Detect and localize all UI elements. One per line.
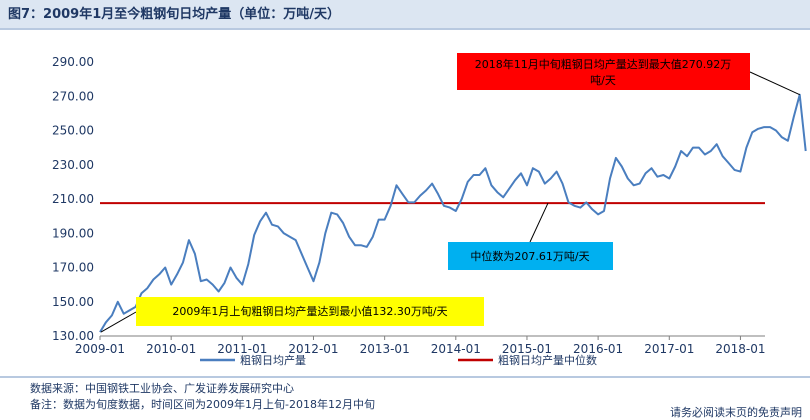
y-tick-label: 270.00 (52, 89, 94, 103)
x-tick-label: 2018-01 (715, 342, 765, 356)
max-annotation-box (457, 53, 750, 90)
y-axis: 130.00 150.00 170.00 190.00 210.00 230.00 250.… (52, 55, 94, 343)
max-annotation-text-line1: 2018年11月中旬粗钢日均产量达到最大值270.92万 (475, 57, 731, 71)
median-annotation-box (448, 242, 613, 270)
y-tick-label: 190.00 (52, 226, 94, 240)
y-tick-label: 290.00 (52, 55, 94, 69)
y-tick-label: 230.00 (52, 158, 94, 172)
y-tick-label: 170.00 (52, 261, 94, 275)
x-tick-label: 2012-01 (288, 342, 338, 356)
x-tick-label: 2016-01 (573, 342, 623, 356)
x-axis: 2009-01 2010-01 2011-01 2012-01 2013-01 2014-… (75, 336, 766, 356)
line-chart: 130.00 150.00 170.00 190.00 210.00 230.00 250.… (52, 53, 807, 367)
min-leader-line (100, 311, 137, 333)
chart-title: 图7：2009年1月至今粗钢旬日均产量（单位：万吨/天） (0, 0, 810, 30)
footer-notes: 数据来源：中国钢铁工业协会、广发证券发展研究中心 备注：数据为旬度数据，时间区间… (0, 376, 810, 419)
series-line-crude-steel-daily-output (99, 93, 807, 333)
x-tick-label: 2009-01 (75, 342, 125, 356)
y-tick-label: 130.00 (52, 329, 94, 343)
x-tick-label: 2010-01 (146, 342, 196, 356)
max-leader-line (749, 71, 800, 96)
max-annotation-text-line2: 吨/天 (590, 74, 616, 87)
x-tick-label: 2011-01 (217, 342, 267, 356)
x-tick-label: 2015-01 (502, 342, 552, 356)
y-tick-label: 150.00 (52, 295, 94, 309)
x-tick-label: 2017-01 (644, 342, 694, 356)
disclaimer-note: 请务必阅读末页的免责声明 (670, 406, 802, 419)
median-annotation-text: 中位数为207.61万吨/天 (470, 249, 589, 263)
median-leader-line (529, 202, 549, 243)
legend-label-series: 粗钢日均产量 (240, 353, 306, 367)
y-tick-label: 250.00 (52, 124, 94, 138)
legend-label-median: 粗钢日均产量中位数 (498, 353, 597, 367)
legend: 粗钢日均产量 粗钢日均产量中位数 (200, 353, 597, 367)
y-tick-label: 210.00 (52, 192, 94, 206)
x-tick-label: 2013-01 (360, 342, 410, 356)
data-source-note: 数据来源：中国钢铁工业协会、广发证券发展研究中心 (30, 382, 294, 395)
min-annotation-box (136, 297, 484, 326)
x-tick-label: 2014-01 (431, 342, 481, 356)
remark-note: 备注：数据为旬度数据，时间区间为2009年1月上旬-2018年12月中旬 (30, 398, 375, 411)
min-annotation-text: 2009年1月上旬粗钢日均产量达到最小值132.30万吨/天 (172, 304, 447, 318)
